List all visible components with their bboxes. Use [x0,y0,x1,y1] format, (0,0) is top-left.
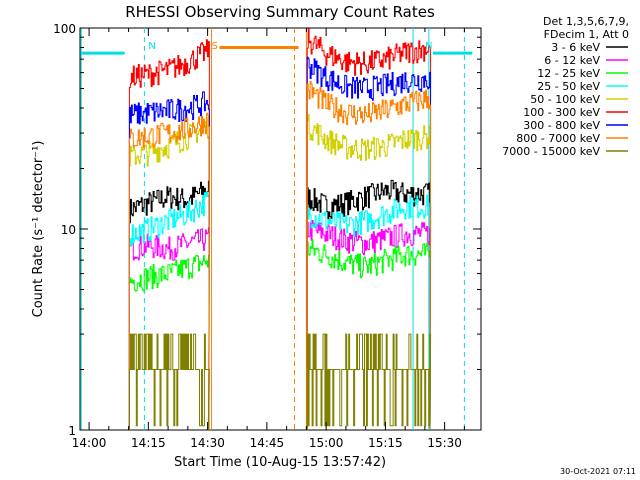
legend-label: 100 - 300 keV [523,106,600,119]
series-line-9 [306,333,432,431]
annotation-label: S [212,41,218,52]
series-line-3 [306,239,432,431]
legend-label: 7000 - 15000 keV [502,145,600,158]
legend-label: 3 - 6 keV [551,41,600,54]
x-tick-label: 14:00 [72,436,107,450]
series-line-3 [128,254,210,431]
y-tick-label: 10 [61,223,76,237]
legend-label: 25 - 50 keV [537,80,600,93]
series-line-5 [128,117,210,431]
timestamp: 30-Oct-2021 07:11 [560,467,636,476]
chart-title: RHESSI Observing Summary Count Rates [125,3,435,21]
flag-lines [81,45,473,55]
series-line-6 [306,28,432,431]
legend-label: 6 - 12 keV [544,54,600,67]
x-tick-label: 15:00 [309,436,344,450]
series-line-8 [128,112,210,431]
y-tick-label: 100 [53,22,76,36]
annotation-label: N [148,41,155,52]
legend-header: FDecim 1, Att 0 [544,28,629,41]
legend-label: 300 - 800 keV [523,119,600,132]
series-line-1 [306,179,432,431]
x-tick-label: 14:15 [131,436,166,450]
series-line-2 [306,220,432,431]
x-tick-label: 14:45 [250,436,285,450]
series-line-4 [128,191,210,431]
legend-header: Det 1,3,5,6,7,9, [543,15,629,28]
series-line-7 [128,91,210,431]
x-axis: 14:00 14:15 14:30 14:45 15:00 15:15 15:30 [72,28,465,450]
y-axis: 1 10 100 [53,22,481,438]
series-layer [128,28,432,431]
y-axis-label: Count Rate (s⁻¹ detector⁻¹) [31,141,46,318]
series-line-9 [128,333,210,431]
series-line-7 [306,56,432,431]
y-tick-label: 1 [68,424,76,438]
series-line-2 [128,227,210,431]
series-line-5 [306,114,432,431]
legend: Det 1,3,5,6,7,9,FDecim 1, Att 03 - 6 keV… [502,15,629,158]
x-tick-label: 15:15 [368,436,403,450]
x-axis-label: Start Time (10-Aug-15 13:57:42) [174,455,386,470]
x-tick-label: 15:30 [427,436,462,450]
series-line-6 [128,39,210,431]
series-line-8 [306,81,432,431]
series-line-4 [306,194,432,431]
legend-label: 50 - 100 keV [530,93,600,106]
legend-label: 800 - 7000 keV [516,132,600,145]
legend-label: 12 - 25 keV [537,67,600,80]
series-line-1 [128,180,210,431]
annotation-label: N [425,41,432,52]
x-tick-label: 14:30 [190,436,225,450]
